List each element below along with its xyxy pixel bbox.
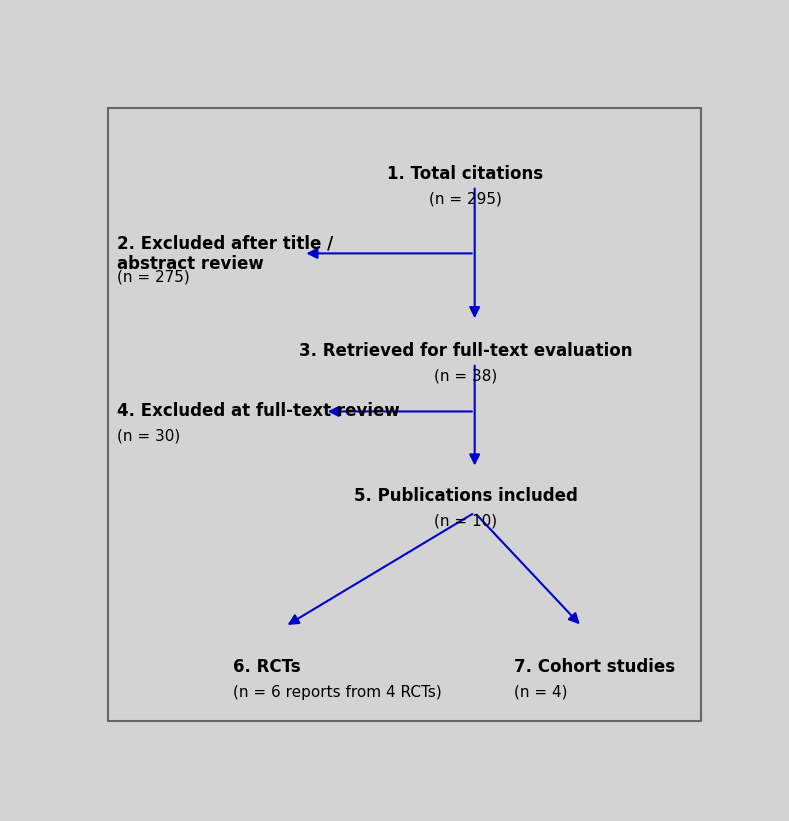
Text: 4. Excluded at full-text review: 4. Excluded at full-text review (117, 402, 400, 420)
Text: (n = 10): (n = 10) (434, 514, 497, 529)
Text: (n = 295): (n = 295) (429, 191, 502, 206)
Text: 3. Retrieved for full-text evaluation: 3. Retrieved for full-text evaluation (299, 342, 632, 360)
Text: (n = 38): (n = 38) (434, 369, 497, 383)
Text: (n = 30): (n = 30) (117, 429, 180, 443)
Text: (n = 6 reports from 4 RCTs): (n = 6 reports from 4 RCTs) (234, 685, 442, 699)
Text: (n = 4): (n = 4) (514, 685, 568, 699)
Text: 1. Total citations: 1. Total citations (387, 165, 544, 183)
Text: 5. Publications included: 5. Publications included (353, 488, 578, 505)
Text: 6. RCTs: 6. RCTs (234, 658, 301, 676)
Text: 2. Excluded after title /
abstract review: 2. Excluded after title / abstract revie… (117, 235, 333, 273)
Text: 7. Cohort studies: 7. Cohort studies (514, 658, 675, 676)
Text: (n = 275): (n = 275) (117, 269, 189, 284)
